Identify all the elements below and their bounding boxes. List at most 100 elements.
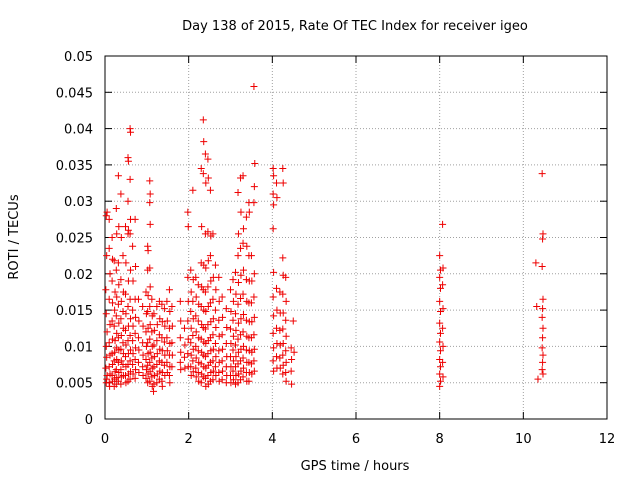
data-point bbox=[198, 370, 206, 378]
data-point bbox=[232, 326, 240, 334]
data-point bbox=[279, 339, 287, 347]
data-point bbox=[539, 358, 547, 366]
data-point bbox=[273, 353, 281, 361]
data-point bbox=[439, 281, 447, 289]
data-point bbox=[146, 220, 154, 228]
data-point bbox=[187, 339, 195, 347]
data-point bbox=[142, 355, 150, 363]
data-point bbox=[192, 328, 200, 336]
data-point bbox=[148, 364, 156, 372]
data-point bbox=[146, 335, 154, 343]
data-point bbox=[114, 358, 122, 366]
data-point bbox=[168, 339, 176, 347]
data-point bbox=[209, 331, 217, 339]
data-point bbox=[126, 175, 134, 183]
data-point bbox=[153, 337, 161, 345]
data-point bbox=[150, 387, 158, 395]
data-point bbox=[135, 346, 143, 354]
data-point bbox=[112, 204, 120, 212]
data-point bbox=[192, 342, 200, 350]
data-point bbox=[194, 317, 202, 325]
data-point bbox=[234, 188, 242, 196]
data-point bbox=[129, 361, 137, 369]
data-point bbox=[237, 271, 245, 279]
data-point bbox=[270, 312, 278, 320]
data-point bbox=[439, 358, 447, 366]
data-point bbox=[209, 315, 217, 323]
data-point bbox=[127, 266, 135, 274]
data-point bbox=[218, 376, 226, 384]
data-point bbox=[288, 380, 296, 388]
data-point bbox=[202, 308, 210, 316]
data-point bbox=[212, 353, 220, 361]
data-point bbox=[124, 302, 132, 310]
data-point bbox=[121, 353, 129, 361]
data-point bbox=[239, 373, 247, 381]
data-point bbox=[146, 321, 154, 329]
data-point bbox=[209, 345, 217, 353]
data-point bbox=[150, 341, 158, 349]
data-point bbox=[436, 319, 444, 327]
data-point bbox=[117, 332, 125, 340]
data-point bbox=[198, 321, 206, 329]
data-point bbox=[111, 348, 119, 356]
data-point bbox=[163, 358, 171, 366]
data-point bbox=[129, 337, 137, 345]
data-point bbox=[227, 325, 234, 333]
data-point bbox=[232, 341, 240, 349]
data-point bbox=[234, 335, 242, 343]
data-point bbox=[439, 342, 447, 350]
data-point bbox=[538, 170, 546, 178]
data-point bbox=[204, 257, 212, 265]
data-point bbox=[223, 324, 231, 332]
data-point bbox=[187, 266, 195, 274]
data-point bbox=[146, 190, 154, 198]
data-point bbox=[279, 254, 287, 262]
data-point bbox=[163, 334, 171, 342]
data-point bbox=[538, 344, 546, 352]
data-points bbox=[102, 82, 547, 395]
data-point bbox=[250, 199, 258, 207]
data-point bbox=[150, 371, 158, 379]
data-point bbox=[215, 377, 223, 385]
data-point bbox=[111, 337, 119, 345]
data-point bbox=[117, 366, 125, 374]
data-point bbox=[163, 347, 171, 355]
data-point bbox=[160, 305, 168, 313]
data-point bbox=[288, 355, 296, 363]
data-point bbox=[215, 347, 223, 355]
data-point bbox=[113, 329, 121, 337]
data-point bbox=[163, 317, 171, 325]
data-point bbox=[197, 379, 205, 387]
data-point bbox=[229, 346, 237, 354]
y-tick-label: 0.045 bbox=[56, 86, 93, 101]
data-point bbox=[114, 259, 122, 267]
data-point bbox=[109, 299, 117, 307]
data-point bbox=[437, 329, 445, 337]
data-point bbox=[144, 247, 152, 255]
data-point bbox=[189, 297, 197, 305]
data-point bbox=[144, 292, 152, 300]
data-point bbox=[129, 350, 137, 358]
data-point bbox=[168, 351, 176, 359]
data-point bbox=[184, 223, 192, 231]
data-point bbox=[204, 228, 212, 236]
data-point bbox=[184, 350, 192, 358]
data-point bbox=[189, 368, 197, 376]
data-point bbox=[158, 382, 166, 390]
data-point bbox=[187, 324, 195, 332]
data-point bbox=[109, 361, 117, 369]
data-point bbox=[146, 368, 154, 376]
data-point bbox=[218, 331, 226, 339]
data-point bbox=[153, 379, 161, 387]
data-point bbox=[198, 223, 206, 231]
data-point bbox=[437, 284, 445, 292]
data-point bbox=[112, 266, 120, 274]
data-point bbox=[282, 377, 290, 385]
data-point bbox=[127, 128, 135, 136]
data-point bbox=[127, 315, 135, 323]
x-axis-ticks: 0 2 4 6 8 10 12 bbox=[101, 56, 615, 447]
data-point bbox=[248, 277, 256, 285]
data-point bbox=[227, 339, 235, 347]
chart-title: Day 138 of 2015, Rate Of TEC Index for r… bbox=[182, 19, 528, 34]
